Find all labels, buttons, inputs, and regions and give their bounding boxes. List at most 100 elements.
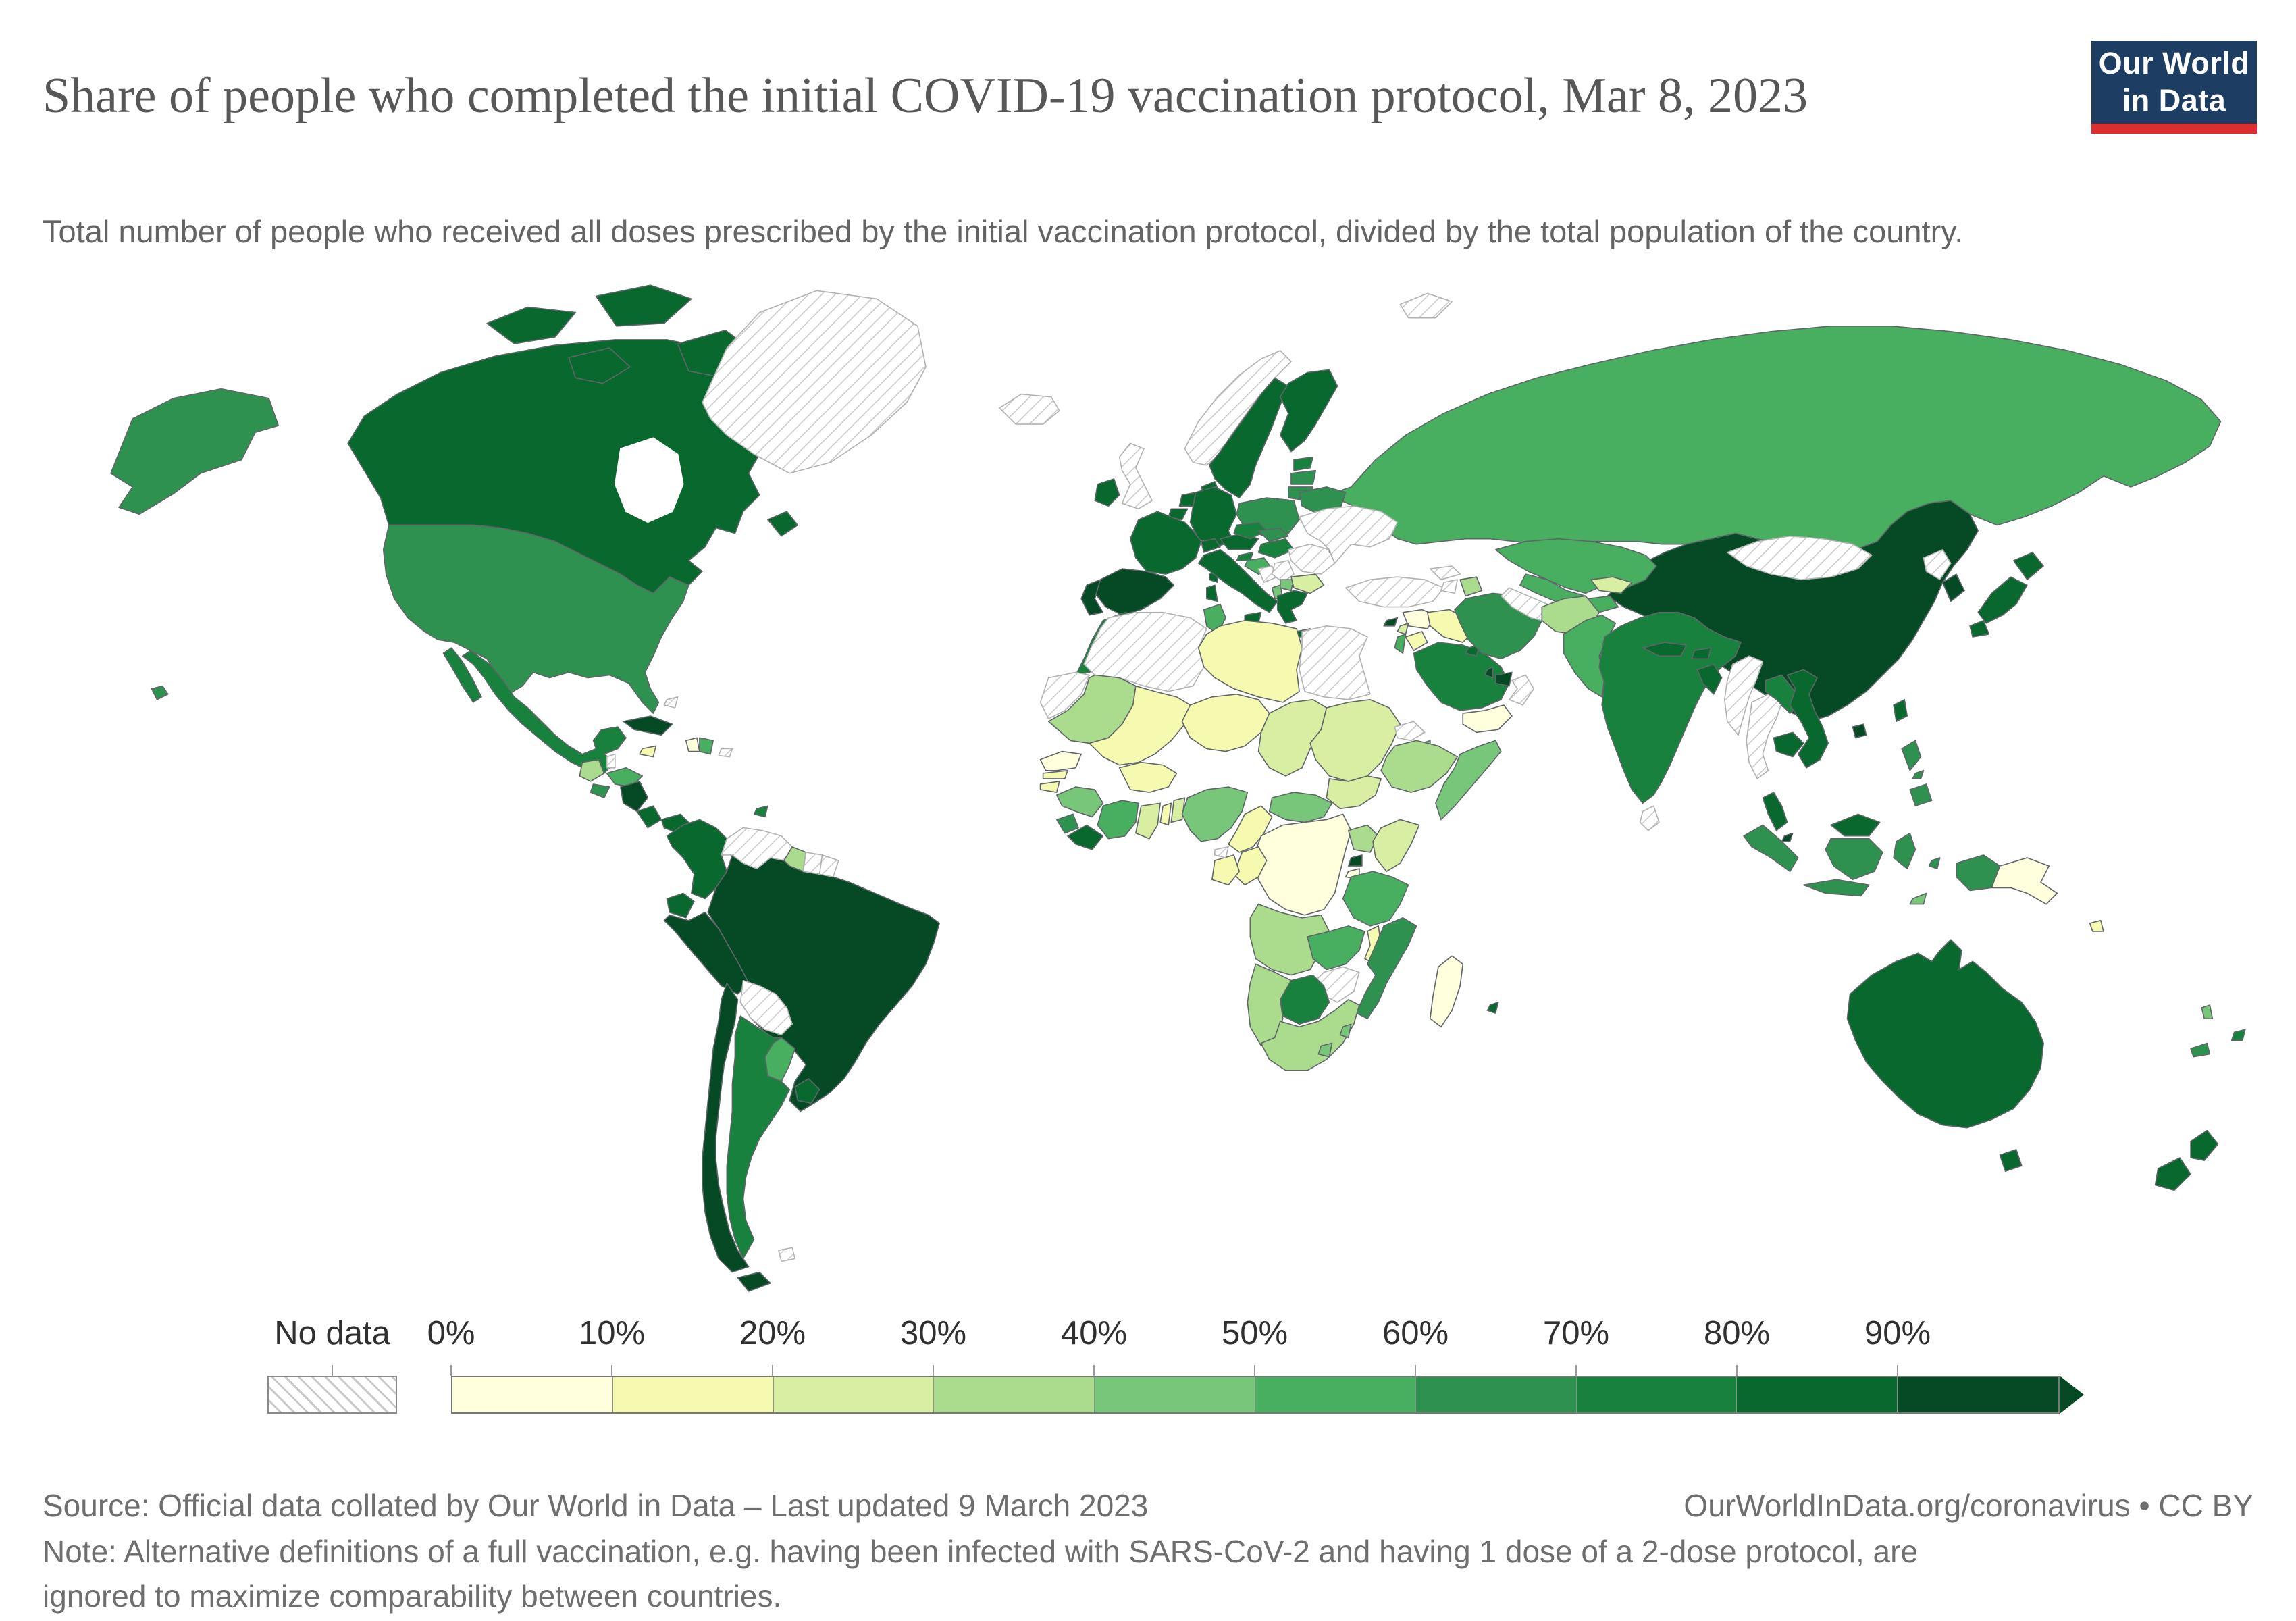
country-hungary[interactable] bbox=[1257, 538, 1295, 559]
country-switzerland[interactable] bbox=[1200, 538, 1221, 553]
country-eritrea[interactable] bbox=[1394, 721, 1426, 742]
country-lebanon[interactable] bbox=[1397, 622, 1409, 635]
country-el-salvador[interactable] bbox=[590, 783, 610, 798]
country-malaysia-borneo[interactable] bbox=[1830, 813, 1881, 837]
country-hainan[interactable] bbox=[1852, 723, 1867, 739]
country-slovenia[interactable] bbox=[1236, 552, 1254, 561]
country-cuba[interactable] bbox=[623, 715, 673, 736]
legend-segment-70-80%[interactable] bbox=[1576, 1377, 1738, 1412]
country-cameroon[interactable] bbox=[1228, 805, 1273, 853]
legend-segment-80-90%[interactable] bbox=[1737, 1377, 1898, 1412]
legend-no-data-swatch[interactable] bbox=[267, 1376, 397, 1414]
country-bahamas[interactable] bbox=[663, 696, 679, 709]
country-cyprus[interactable] bbox=[1383, 617, 1399, 627]
country-guyana[interactable] bbox=[783, 846, 807, 872]
country-senegal[interactable] bbox=[1039, 750, 1082, 771]
country-united-kingdom[interactable] bbox=[1118, 442, 1153, 510]
country-cote-divoire[interactable] bbox=[1097, 800, 1139, 840]
country-guinea-bissau[interactable] bbox=[1039, 781, 1060, 793]
country-netherlands[interactable] bbox=[1178, 492, 1197, 507]
country-mongolia[interactable] bbox=[1727, 535, 1873, 581]
country-libya[interactable] bbox=[1197, 619, 1303, 703]
country-georgia[interactable] bbox=[1430, 565, 1461, 581]
country-bulgaria[interactable] bbox=[1290, 573, 1325, 594]
owid-logo[interactable]: Our World in Data bbox=[2091, 41, 2257, 134]
country-greenland[interactable] bbox=[702, 290, 927, 474]
country-mexico-baja[interactable] bbox=[442, 647, 482, 703]
country-south-sudan[interactable] bbox=[1326, 775, 1382, 810]
legend-color-bar[interactable] bbox=[451, 1376, 2060, 1414]
country-nicaragua[interactable] bbox=[620, 781, 649, 813]
country-car[interactable] bbox=[1268, 792, 1333, 823]
country-mexico[interactable] bbox=[461, 650, 627, 774]
country-russia[interactable] bbox=[1334, 325, 2222, 553]
country-western-sahara[interactable] bbox=[1039, 671, 1091, 719]
country-ecuador[interactable] bbox=[666, 892, 695, 919]
country-haiti[interactable] bbox=[685, 737, 700, 752]
legend-segment-50-60%[interactable] bbox=[1255, 1377, 1416, 1412]
country-sri-lanka[interactable] bbox=[1639, 805, 1660, 831]
country-iceland[interactable] bbox=[999, 393, 1060, 425]
country-papua-new-guinea[interactable] bbox=[1991, 857, 2058, 905]
country-belize[interactable] bbox=[606, 753, 616, 769]
country-australia[interactable] bbox=[1846, 939, 2044, 1129]
country-taiwan[interactable] bbox=[1893, 699, 1908, 722]
legend-segment-10-20%[interactable] bbox=[612, 1377, 774, 1412]
country-honduras[interactable] bbox=[606, 767, 643, 788]
country-benin[interactable] bbox=[1170, 797, 1186, 823]
country-burkina-faso[interactable] bbox=[1118, 761, 1178, 793]
country-mozambique[interactable] bbox=[1356, 917, 1417, 1019]
country-saudi-arabia[interactable] bbox=[1413, 642, 1510, 711]
country-belgium[interactable] bbox=[1168, 508, 1189, 521]
country-finland[interactable] bbox=[1279, 369, 1338, 453]
country-serbia[interactable] bbox=[1271, 560, 1295, 584]
country-svalbard[interactable] bbox=[1399, 292, 1453, 319]
country-sweden[interactable] bbox=[1209, 377, 1289, 498]
country-ethiopia[interactable] bbox=[1380, 740, 1458, 793]
country-falklands[interactable] bbox=[778, 1247, 796, 1262]
country-chad[interactable] bbox=[1257, 699, 1328, 777]
country-angola[interactable] bbox=[1249, 903, 1330, 976]
source-link[interactable]: OurWorldInData.org/coronavirus • CC BY bbox=[1684, 1488, 2253, 1523]
country-tanzania[interactable] bbox=[1342, 871, 1409, 927]
country-sierra-leone[interactable] bbox=[1055, 813, 1079, 834]
country-niger[interactable] bbox=[1181, 693, 1270, 752]
country-tierra-del-fuego[interactable] bbox=[737, 1271, 771, 1292]
country-suriname[interactable] bbox=[802, 852, 823, 875]
country-java[interactable] bbox=[1803, 879, 1870, 897]
country-lesotho[interactable] bbox=[1317, 1042, 1333, 1058]
country-luzon[interactable] bbox=[1901, 740, 1922, 771]
country-czechia[interactable] bbox=[1233, 521, 1268, 540]
country-puerto-rico[interactable] bbox=[718, 748, 733, 758]
country-oman[interactable] bbox=[1509, 674, 1535, 706]
country-venezuela[interactable] bbox=[721, 827, 793, 869]
country-bhutan[interactable] bbox=[1691, 647, 1712, 660]
country-dominican-republic[interactable] bbox=[699, 737, 714, 755]
country-japan-kyushu[interactable] bbox=[1969, 619, 1990, 638]
country-south-korea[interactable] bbox=[1941, 573, 1965, 602]
country-colombia[interactable] bbox=[666, 819, 728, 900]
country-gambia[interactable] bbox=[1042, 769, 1068, 779]
country-eswatini[interactable] bbox=[1339, 1023, 1352, 1039]
country-liberia[interactable] bbox=[1067, 824, 1104, 850]
country-greece[interactable] bbox=[1276, 590, 1308, 624]
country-madagascar[interactable] bbox=[1430, 955, 1464, 1028]
country-yemen[interactable] bbox=[1462, 704, 1513, 734]
country-ukraine[interactable] bbox=[1299, 505, 1399, 564]
country-equatorial-guinea[interactable] bbox=[1214, 846, 1229, 858]
country-gabon[interactable] bbox=[1211, 854, 1241, 886]
country-zambia[interactable] bbox=[1307, 925, 1365, 971]
country-kenya[interactable] bbox=[1372, 819, 1420, 872]
country-nz-south[interactable] bbox=[2154, 1157, 2191, 1191]
country-tasmania[interactable] bbox=[1999, 1149, 2023, 1173]
country-turkey[interactable] bbox=[1345, 576, 1444, 608]
country-argentina[interactable] bbox=[726, 1015, 790, 1260]
country-israel[interactable] bbox=[1394, 634, 1407, 654]
country-newfoundland[interactable] bbox=[767, 511, 799, 537]
country-mauritius[interactable] bbox=[1486, 1002, 1499, 1014]
country-french-guiana[interactable] bbox=[818, 854, 839, 878]
country-france[interactable] bbox=[1129, 511, 1202, 575]
country-malaysia-peninsula[interactable] bbox=[1762, 792, 1788, 831]
country-togo[interactable] bbox=[1159, 802, 1172, 826]
country-slovakia[interactable] bbox=[1257, 527, 1289, 542]
